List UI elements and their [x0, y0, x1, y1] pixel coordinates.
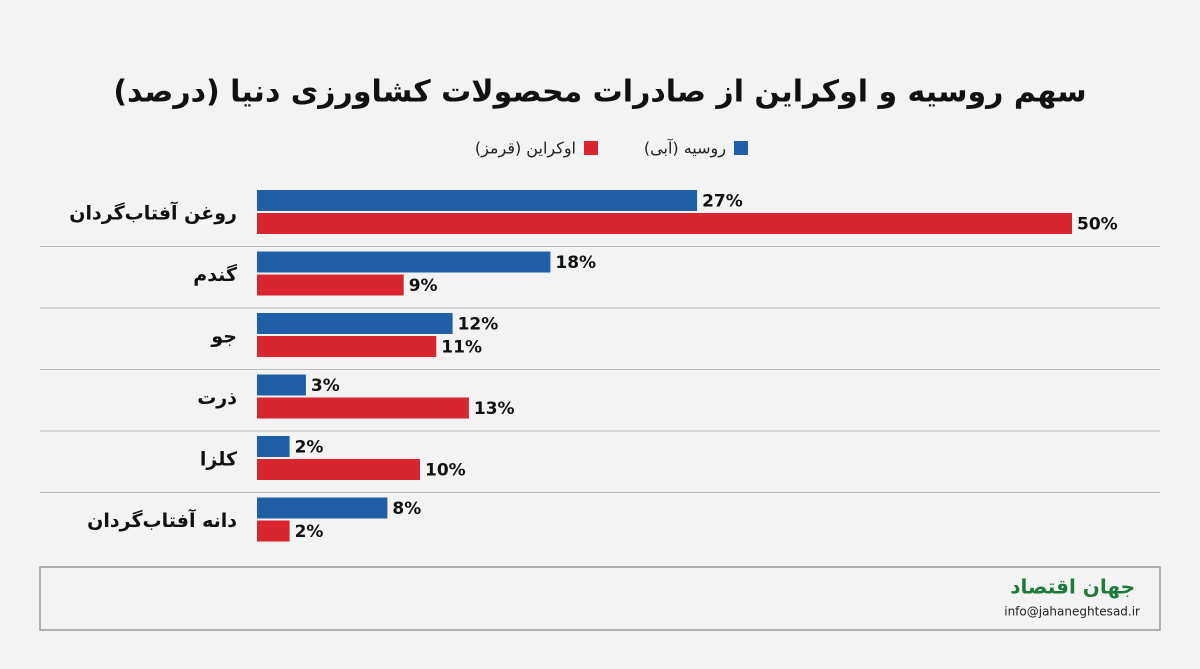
value-label: 11% — [441, 338, 482, 358]
legend-label: روسیه (آبی) — [644, 139, 726, 159]
category-label: دانه آفتاب‌گردان — [87, 508, 237, 532]
bar — [257, 436, 290, 457]
bar — [257, 497, 388, 519]
bar — [257, 397, 469, 419]
bar — [257, 190, 698, 211]
footer-logo: جهان اقتصاد — [1010, 575, 1135, 599]
bar — [257, 251, 551, 273]
chart-title: سهم روسیه و اوکراین از صادرات محصولات کش… — [113, 75, 1086, 110]
footer-email: info@jahaneghtesad.ir — [1004, 605, 1140, 619]
value-label: 50% — [1077, 215, 1118, 235]
bar — [257, 374, 306, 396]
legend-swatch — [734, 141, 748, 155]
value-label: 3% — [311, 376, 340, 396]
legend-swatch — [584, 141, 598, 155]
category-label: کلزا — [200, 449, 238, 471]
value-label: 2% — [295, 522, 324, 542]
bar — [257, 213, 1072, 234]
value-label: 12% — [458, 315, 499, 335]
bar — [257, 520, 290, 542]
category-label: روغن آفتاب‌گردان — [69, 201, 237, 225]
value-label: 9% — [409, 276, 438, 296]
value-label: 27% — [702, 192, 743, 212]
bar — [257, 459, 420, 480]
footer-box — [39, 566, 1161, 631]
value-label: 10% — [425, 461, 466, 481]
category-label: ذرت — [197, 387, 237, 409]
value-label: 2% — [295, 438, 324, 458]
value-label: 18% — [555, 253, 596, 273]
bar — [257, 336, 437, 357]
legend-label: اوکراین (قرمز) — [475, 139, 576, 159]
bar — [257, 313, 453, 334]
category-label: جو — [210, 326, 237, 348]
value-label: 8% — [392, 499, 421, 519]
category-label: گندم — [193, 263, 238, 286]
value-label: 13% — [474, 399, 515, 419]
bar — [257, 274, 404, 296]
